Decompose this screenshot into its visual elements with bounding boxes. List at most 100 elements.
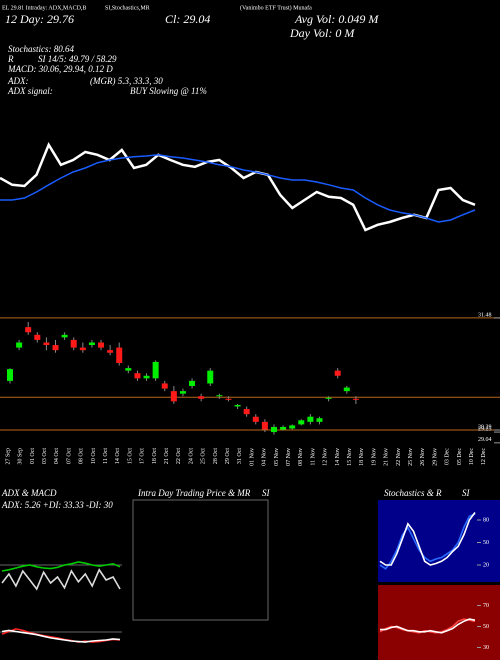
candle-body	[70, 339, 77, 348]
y-tick-label: 80	[483, 517, 489, 523]
x-tick-label: 04 Nov	[262, 448, 268, 466]
x-tick-label: 04 Oct	[54, 448, 60, 464]
series-line	[379, 512, 476, 566]
x-tick-label: 11 Nov	[310, 448, 316, 466]
candle-body	[334, 370, 341, 376]
x-tick-label: 22 Nov	[396, 448, 402, 466]
intraday-title: Intra Day Trading Price & MR	[137, 488, 251, 498]
series-line	[380, 618, 476, 634]
y-tick-label: 30	[483, 645, 489, 651]
x-tick-label: 14 Nov	[335, 448, 341, 466]
x-tick-label: 25 Oct	[201, 448, 207, 464]
candle-body	[7, 369, 13, 381]
x-tick-label: 18 Oct	[152, 448, 158, 464]
header: EL 29.81 Intraday: ADX,MACD,B SI,Stochas…	[2, 4, 379, 498]
rsi-label: R	[7, 54, 14, 64]
y-tick-label: 50	[483, 540, 489, 546]
panel-title: Stochastics & R	[384, 488, 442, 498]
y-tick-label: 50	[483, 624, 489, 630]
y-tick-label: 70	[483, 603, 489, 609]
x-tick-label: 27 Sep	[5, 448, 11, 465]
candle-body	[170, 391, 177, 402]
x-tick-label: 01 Oct	[30, 448, 36, 464]
candle-body	[225, 398, 232, 400]
candle-body	[316, 418, 323, 422]
adx-signal: BUY Slowing @ 11%	[130, 86, 207, 96]
candle-body	[307, 416, 314, 422]
panel-title: ADX & MACD	[1, 488, 57, 498]
x-tick-label: 30 Sep	[18, 448, 24, 465]
rsi-background	[378, 585, 500, 660]
adx: (MGR) 5.3, 33.3, 30	[90, 76, 163, 86]
candle-body	[270, 426, 277, 433]
x-tick-label: 26 Nov	[420, 448, 426, 466]
x-tick-label: 22 Oct	[176, 448, 182, 464]
panel-subtitle: ADX: 5.26 +DI: 33.33 -DI: 30	[1, 500, 113, 510]
candle-body	[343, 387, 350, 392]
header-text: SI,Stochastics,MR	[105, 5, 150, 11]
x-tick-label: 07 Nov	[286, 448, 292, 466]
macd: MACD: 30.06, 29.94, 0.12 D	[7, 64, 113, 74]
x-tick-label: 21 Nov	[384, 448, 390, 466]
series-line	[1, 561, 121, 572]
x-tick-label: 05 Nov	[274, 448, 280, 466]
x-tick-label: 10 Oct	[91, 448, 97, 464]
candle-body	[79, 347, 86, 351]
series-line	[0, 142, 476, 232]
x-tick-label: 05 Dec	[457, 448, 463, 465]
candle-body	[243, 409, 250, 415]
candle-body	[261, 421, 268, 430]
y-tick-label: 29.29	[478, 424, 492, 430]
x-tick-label: 03 Oct	[42, 448, 48, 464]
y-tick-label: 29.25	[478, 426, 492, 432]
candle-body	[143, 375, 150, 379]
y-tick-label: 31.48	[478, 312, 492, 318]
adx-signal-label: ADX signal:	[7, 86, 53, 96]
header-text: EL 29.81 Intraday: ADX,MACD,B	[2, 5, 86, 11]
x-tick-label: 08 Oct	[79, 448, 85, 464]
x-tick-label: 12 Nov	[323, 448, 329, 466]
x-tick-label: 19 Nov	[371, 448, 377, 466]
candle-body	[98, 342, 105, 348]
day-volume: Day Vol: 0 M	[289, 26, 355, 40]
avg-volume: Avg Vol: 0.049 M	[294, 12, 379, 26]
candle-body	[34, 334, 41, 340]
candle-body	[280, 426, 287, 430]
x-tick-label: 11 Oct	[103, 448, 109, 464]
series-line	[0, 154, 476, 223]
candle-body	[189, 380, 196, 387]
candle-body	[207, 370, 214, 384]
x-tick-label: 15 Nov	[347, 448, 353, 466]
y-tick-label: 20	[483, 562, 489, 568]
candle-body	[161, 383, 168, 389]
candle-body	[134, 373, 141, 379]
candle-body	[289, 425, 296, 429]
header-text: (Vanimbo ETF Trust) Munafa	[240, 4, 312, 11]
x-tick-label: 15 Oct	[127, 448, 133, 464]
candle-body	[352, 398, 359, 400]
x-tick-label: 29 Nov	[432, 448, 438, 466]
candle-body	[52, 345, 59, 351]
x-tick-label: 25 Nov	[408, 448, 414, 466]
close-price: Cl: 29.04	[165, 12, 210, 26]
candle-body	[152, 361, 159, 379]
candle-body	[179, 391, 186, 394]
x-tick-label: 10 Dec	[469, 448, 475, 465]
rsi: SI 14/5: 49.79 / 58.29	[38, 54, 117, 64]
x-tick-label: 24 Oct	[188, 448, 194, 464]
panel-subtitle: SI	[462, 488, 471, 498]
candle-body	[125, 368, 132, 371]
x-tick-label: 12 Dec	[481, 448, 487, 465]
stochastics-background	[378, 500, 500, 582]
series-line	[1, 629, 121, 643]
series-line	[379, 513, 476, 570]
x-tick-label: 03 Dec	[445, 448, 451, 465]
candle-body	[298, 420, 305, 425]
day-average: 12 Day: 29.76	[5, 12, 74, 26]
x-tick-label: 21 Oct	[164, 448, 170, 464]
x-tick-label: 17 Oct	[140, 448, 146, 464]
candle-body	[16, 342, 23, 348]
candle-body	[198, 396, 205, 399]
intraday-box	[132, 499, 269, 621]
x-tick-label: 28 Oct	[213, 448, 219, 464]
